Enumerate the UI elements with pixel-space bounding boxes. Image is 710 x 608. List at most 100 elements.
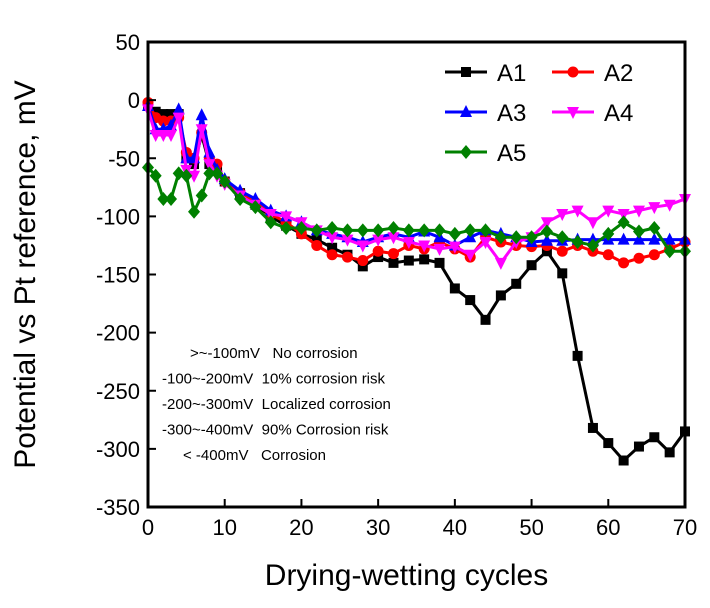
legend-label-A4: A4 bbox=[604, 100, 633, 127]
marker-square bbox=[511, 278, 522, 289]
marker-diamond bbox=[617, 215, 630, 230]
marker-diamond bbox=[525, 230, 538, 245]
marker-square bbox=[158, 109, 169, 120]
marker-diamond bbox=[157, 191, 170, 206]
series-A5 bbox=[142, 160, 691, 259]
marker-square bbox=[465, 295, 476, 306]
marker-square bbox=[603, 438, 614, 449]
marker-circle bbox=[633, 252, 645, 264]
marker-diamond bbox=[195, 188, 208, 203]
marker-diamond bbox=[341, 223, 354, 238]
marker-square bbox=[526, 260, 537, 271]
legend: A1 A2 A3 A4 A5 bbox=[445, 60, 633, 167]
marker-diamond bbox=[510, 230, 523, 245]
marker-square bbox=[495, 290, 506, 301]
marker-diamond bbox=[249, 200, 262, 215]
marker-circle bbox=[618, 257, 630, 269]
marker-diamond bbox=[356, 223, 369, 238]
marker-square bbox=[388, 257, 399, 268]
marker-triangle-down bbox=[165, 130, 178, 142]
marker-triangle-down bbox=[479, 236, 492, 249]
marker-circle bbox=[326, 249, 338, 261]
marker-square bbox=[461, 67, 471, 77]
marker-square bbox=[633, 441, 644, 452]
marker-diamond bbox=[326, 221, 339, 235]
marker-diamond bbox=[556, 230, 569, 245]
marker-diamond bbox=[494, 230, 507, 245]
marker-triangle-down bbox=[356, 240, 369, 253]
annotation-text: < -400mV Corrosion bbox=[183, 447, 326, 464]
y-axis-label: Potential vs Pt reference, mV bbox=[9, 80, 42, 469]
marker-diamond bbox=[433, 223, 446, 238]
marker-diamond bbox=[180, 168, 193, 183]
marker-square bbox=[311, 234, 322, 245]
marker-triangle-down bbox=[602, 205, 615, 218]
marker-triangle-down bbox=[663, 199, 676, 212]
marker-triangle-up bbox=[663, 232, 676, 245]
marker-triangle-down bbox=[157, 130, 170, 142]
marker-square bbox=[166, 109, 177, 120]
marker-diamond bbox=[632, 224, 645, 239]
marker-triangle-down bbox=[203, 159, 216, 172]
legend-label-A5: A5 bbox=[497, 140, 526, 167]
marker-circle bbox=[157, 115, 169, 127]
x-tick-label: 40 bbox=[443, 515, 467, 540]
marker-square bbox=[419, 254, 430, 265]
x-tick-label: 70 bbox=[673, 515, 697, 540]
marker-diamond bbox=[479, 223, 492, 238]
legend-label-A1: A1 bbox=[497, 60, 526, 87]
marker-triangle-up bbox=[460, 105, 472, 117]
marker-diamond bbox=[571, 234, 584, 249]
legend-label-A2: A2 bbox=[604, 60, 633, 87]
marker-triangle-down bbox=[418, 240, 431, 253]
marker-diamond bbox=[663, 244, 676, 259]
marker-square bbox=[541, 246, 552, 257]
marker-diamond bbox=[234, 191, 247, 206]
marker-square bbox=[557, 268, 568, 279]
annotation-text: -300~-400mV 90% Corrosion risk bbox=[162, 422, 389, 439]
marker-square bbox=[664, 447, 675, 458]
marker-diamond bbox=[602, 226, 615, 241]
marker-triangle-down bbox=[494, 257, 507, 270]
marker-diamond bbox=[387, 221, 400, 235]
x-axis-label: Drying-wetting cycles bbox=[265, 559, 548, 592]
marker-circle bbox=[341, 251, 353, 263]
marker-square bbox=[373, 252, 384, 263]
marker-diamond bbox=[295, 221, 308, 235]
marker-diamond bbox=[418, 223, 431, 238]
marker-triangle-down bbox=[617, 209, 630, 222]
marker-diamond bbox=[211, 166, 224, 181]
marker-square bbox=[150, 106, 161, 117]
marker-square bbox=[480, 314, 491, 325]
marker-triangle-down bbox=[149, 130, 162, 142]
marker-triangle-down bbox=[556, 209, 569, 222]
y-tick-label: -150 bbox=[96, 263, 140, 288]
marker-triangle-down bbox=[567, 107, 579, 119]
marker-diamond bbox=[540, 224, 553, 239]
x-tick-label: 0 bbox=[142, 515, 154, 540]
marker-circle bbox=[648, 249, 660, 261]
marker-triangle-down bbox=[648, 202, 661, 215]
marker-triangle-down bbox=[448, 241, 461, 254]
marker-diamond bbox=[460, 145, 472, 159]
marker-triangle-up bbox=[172, 102, 185, 115]
marker-triangle-up bbox=[540, 233, 553, 246]
y-tick-label: -350 bbox=[96, 495, 140, 520]
y-tick-label: -300 bbox=[96, 437, 140, 462]
marker-diamond bbox=[218, 174, 231, 189]
x-tick-label: 10 bbox=[212, 515, 236, 540]
marker-square bbox=[649, 432, 660, 443]
marker-triangle-down bbox=[188, 170, 201, 183]
marker-circle bbox=[602, 249, 614, 261]
marker-square bbox=[434, 257, 445, 268]
marker-square bbox=[189, 159, 200, 170]
marker-triangle-down bbox=[280, 211, 293, 224]
y-tick-label: -100 bbox=[96, 204, 140, 229]
marker-diamond bbox=[165, 191, 178, 206]
marker-circle bbox=[311, 239, 323, 251]
marker-square bbox=[449, 283, 460, 294]
marker-triangle-down bbox=[264, 209, 277, 222]
marker-diamond bbox=[149, 168, 162, 183]
marker-triangle-down bbox=[372, 234, 385, 247]
